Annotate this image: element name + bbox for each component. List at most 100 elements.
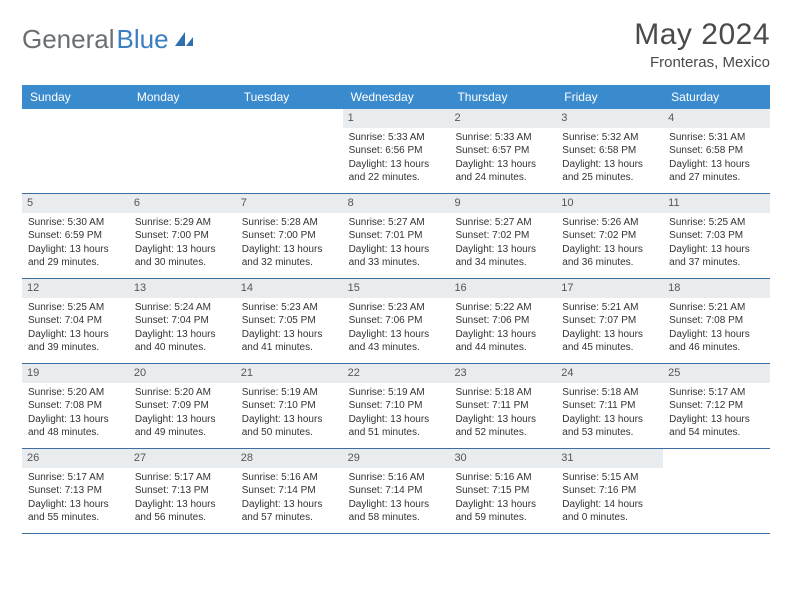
- day-cell: 22 Sunrise: 5:19 AMSunset: 7:10 PMDayligh…: [343, 364, 450, 448]
- day-cell: 21 Sunrise: 5:19 AMSunset: 7:10 PMDayligh…: [236, 364, 343, 448]
- day-cell: .: [236, 109, 343, 193]
- brand-part1: General: [22, 24, 115, 55]
- day-number: 25: [663, 364, 770, 383]
- weekday-header: Thursday: [449, 85, 556, 109]
- day-number: 12: [22, 279, 129, 298]
- day-detail: Sunrise: 5:21 AMSunset: 7:08 PMDaylight:…: [669, 301, 764, 355]
- day-detail: Sunrise: 5:18 AMSunset: 7:11 PMDaylight:…: [562, 386, 657, 440]
- day-cell: .: [129, 109, 236, 193]
- day-cell: 25 Sunrise: 5:17 AMSunset: 7:12 PMDayligh…: [663, 364, 770, 448]
- weekday-header: Tuesday: [236, 85, 343, 109]
- day-cell: 30 Sunrise: 5:16 AMSunset: 7:15 PMDayligh…: [449, 449, 556, 533]
- weekday-header: Saturday: [663, 85, 770, 109]
- day-cell: 2Sunrise: 5:33 AMSunset: 6:57 PMDaylight…: [449, 109, 556, 193]
- weekday-header: Wednesday: [343, 85, 450, 109]
- day-cell: 6 Sunrise: 5:29 AMSunset: 7:00 PMDaylight…: [129, 194, 236, 278]
- day-number: 17: [556, 279, 663, 298]
- day-number: 10: [556, 194, 663, 213]
- day-cell: 28 Sunrise: 5:16 AMSunset: 7:14 PMDayligh…: [236, 449, 343, 533]
- brand-logo: GeneralBlue: [22, 24, 195, 55]
- day-cell: 18Sunrise: 5:21 AMSunset: 7:08 PMDayligh…: [663, 279, 770, 363]
- day-cell: 7Sunrise: 5:28 AMSunset: 7:00 PMDaylight…: [236, 194, 343, 278]
- week-row: 19 Sunrise: 5:20 AMSunset: 7:08 PMDayligh…: [22, 364, 770, 449]
- day-number: 7: [236, 194, 343, 213]
- day-cell: 9 Sunrise: 5:27 AMSunset: 7:02 PMDaylight…: [449, 194, 556, 278]
- day-detail: Sunrise: 5:23 AMSunset: 7:06 PMDaylight:…: [349, 301, 444, 355]
- day-detail: Sunrise: 5:16 AMSunset: 7:14 PMDaylight:…: [349, 471, 444, 525]
- week-row: ...1Sunrise: 5:33 AMSunset: 6:56 PMDayli…: [22, 109, 770, 194]
- week-row: 5Sunrise: 5:30 AMSunset: 6:59 PMDaylight…: [22, 194, 770, 279]
- day-detail: Sunrise: 5:17 AMSunset: 7:13 PMDaylight:…: [28, 471, 123, 525]
- day-detail: Sunrise: 5:33 AMSunset: 6:56 PMDaylight:…: [349, 131, 444, 185]
- day-detail: Sunrise: 5:16 AMSunset: 7:14 PMDaylight:…: [242, 471, 337, 525]
- day-number: 6: [129, 194, 236, 213]
- day-number: 4: [663, 109, 770, 128]
- day-number: 28: [236, 449, 343, 468]
- day-detail: Sunrise: 5:25 AMSunset: 7:03 PMDaylight:…: [669, 216, 764, 270]
- day-cell: 29Sunrise: 5:16 AMSunset: 7:14 PMDayligh…: [343, 449, 450, 533]
- week-row: 12 Sunrise: 5:25 AMSunset: 7:04 PMDayligh…: [22, 279, 770, 364]
- weeks-container: ...1Sunrise: 5:33 AMSunset: 6:56 PMDayli…: [22, 109, 770, 534]
- day-detail: Sunrise: 5:23 AMSunset: 7:05 PMDaylight:…: [242, 301, 337, 355]
- day-number: 22: [343, 364, 450, 383]
- day-detail: Sunrise: 5:25 AMSunset: 7:04 PMDaylight:…: [28, 301, 123, 355]
- day-number: 3: [556, 109, 663, 128]
- day-detail: Sunrise: 5:27 AMSunset: 7:02 PMDaylight:…: [455, 216, 550, 270]
- weekday-header: Friday: [556, 85, 663, 109]
- day-detail: Sunrise: 5:15 AMSunset: 7:16 PMDaylight:…: [562, 471, 657, 525]
- day-number: 21: [236, 364, 343, 383]
- day-number: 15: [343, 279, 450, 298]
- day-detail: Sunrise: 5:22 AMSunset: 7:06 PMDaylight:…: [455, 301, 550, 355]
- day-cell: 23Sunrise: 5:18 AMSunset: 7:11 PMDayligh…: [449, 364, 556, 448]
- day-cell: 31 Sunrise: 5:15 AMSunset: 7:16 PMDayligh…: [556, 449, 663, 533]
- day-number: 19: [22, 364, 129, 383]
- day-number: 16: [449, 279, 556, 298]
- day-detail: Sunrise: 5:16 AMSunset: 7:15 PMDaylight:…: [455, 471, 550, 525]
- weekday-header-row: Sunday Monday Tuesday Wednesday Thursday…: [22, 85, 770, 109]
- day-cell: 26 Sunrise: 5:17 AMSunset: 7:13 PMDayligh…: [22, 449, 129, 533]
- day-cell: 27 Sunrise: 5:17 AMSunset: 7:13 PMDayligh…: [129, 449, 236, 533]
- day-number: 9: [449, 194, 556, 213]
- day-detail: Sunrise: 5:17 AMSunset: 7:12 PMDaylight:…: [669, 386, 764, 440]
- day-number: 24: [556, 364, 663, 383]
- day-number: 27: [129, 449, 236, 468]
- day-cell: 14 Sunrise: 5:23 AMSunset: 7:05 PMDayligh…: [236, 279, 343, 363]
- day-number: 14: [236, 279, 343, 298]
- day-cell: 15 Sunrise: 5:23 AMSunset: 7:06 PMDayligh…: [343, 279, 450, 363]
- day-cell: 12 Sunrise: 5:25 AMSunset: 7:04 PMDayligh…: [22, 279, 129, 363]
- day-detail: Sunrise: 5:29 AMSunset: 7:00 PMDaylight:…: [135, 216, 230, 270]
- day-cell: 20Sunrise: 5:20 AMSunset: 7:09 PMDayligh…: [129, 364, 236, 448]
- weekday-header: Sunday: [22, 85, 129, 109]
- day-number: 26: [22, 449, 129, 468]
- day-detail: Sunrise: 5:30 AMSunset: 6:59 PMDaylight:…: [28, 216, 123, 270]
- day-number: 1: [343, 109, 450, 128]
- sail-icon: [173, 24, 195, 55]
- day-detail: Sunrise: 5:33 AMSunset: 6:57 PMDaylight:…: [455, 131, 550, 185]
- day-cell: 24 Sunrise: 5:18 AMSunset: 7:11 PMDayligh…: [556, 364, 663, 448]
- day-number: 30: [449, 449, 556, 468]
- day-cell: .: [22, 109, 129, 193]
- day-detail: Sunrise: 5:31 AMSunset: 6:58 PMDaylight:…: [669, 131, 764, 185]
- day-detail: Sunrise: 5:17 AMSunset: 7:13 PMDaylight:…: [135, 471, 230, 525]
- week-row: 26 Sunrise: 5:17 AMSunset: 7:13 PMDayligh…: [22, 449, 770, 534]
- day-detail: Sunrise: 5:24 AMSunset: 7:04 PMDaylight:…: [135, 301, 230, 355]
- day-number: 20: [129, 364, 236, 383]
- day-cell: 11Sunrise: 5:25 AMSunset: 7:03 PMDayligh…: [663, 194, 770, 278]
- day-number: 23: [449, 364, 556, 383]
- brand-part2: Blue: [117, 24, 169, 55]
- day-detail: Sunrise: 5:19 AMSunset: 7:10 PMDaylight:…: [349, 386, 444, 440]
- header: GeneralBlue May 2024 Fronteras, Mexico: [22, 18, 770, 71]
- day-cell: 16 Sunrise: 5:22 AMSunset: 7:06 PMDayligh…: [449, 279, 556, 363]
- title-block: May 2024 Fronteras, Mexico: [634, 18, 770, 71]
- day-cell: 8Sunrise: 5:27 AMSunset: 7:01 PMDaylight…: [343, 194, 450, 278]
- day-detail: Sunrise: 5:19 AMSunset: 7:10 PMDaylight:…: [242, 386, 337, 440]
- day-cell: 4 Sunrise: 5:31 AMSunset: 6:58 PMDaylight…: [663, 109, 770, 193]
- location: Fronteras, Mexico: [634, 54, 770, 71]
- day-cell: .: [663, 449, 770, 533]
- day-detail: Sunrise: 5:32 AMSunset: 6:58 PMDaylight:…: [562, 131, 657, 185]
- day-detail: Sunrise: 5:20 AMSunset: 7:08 PMDaylight:…: [28, 386, 123, 440]
- day-number: 31: [556, 449, 663, 468]
- day-detail: Sunrise: 5:21 AMSunset: 7:07 PMDaylight:…: [562, 301, 657, 355]
- month-title: May 2024: [634, 18, 770, 52]
- day-cell: 1 Sunrise: 5:33 AMSunset: 6:56 PMDaylight…: [343, 109, 450, 193]
